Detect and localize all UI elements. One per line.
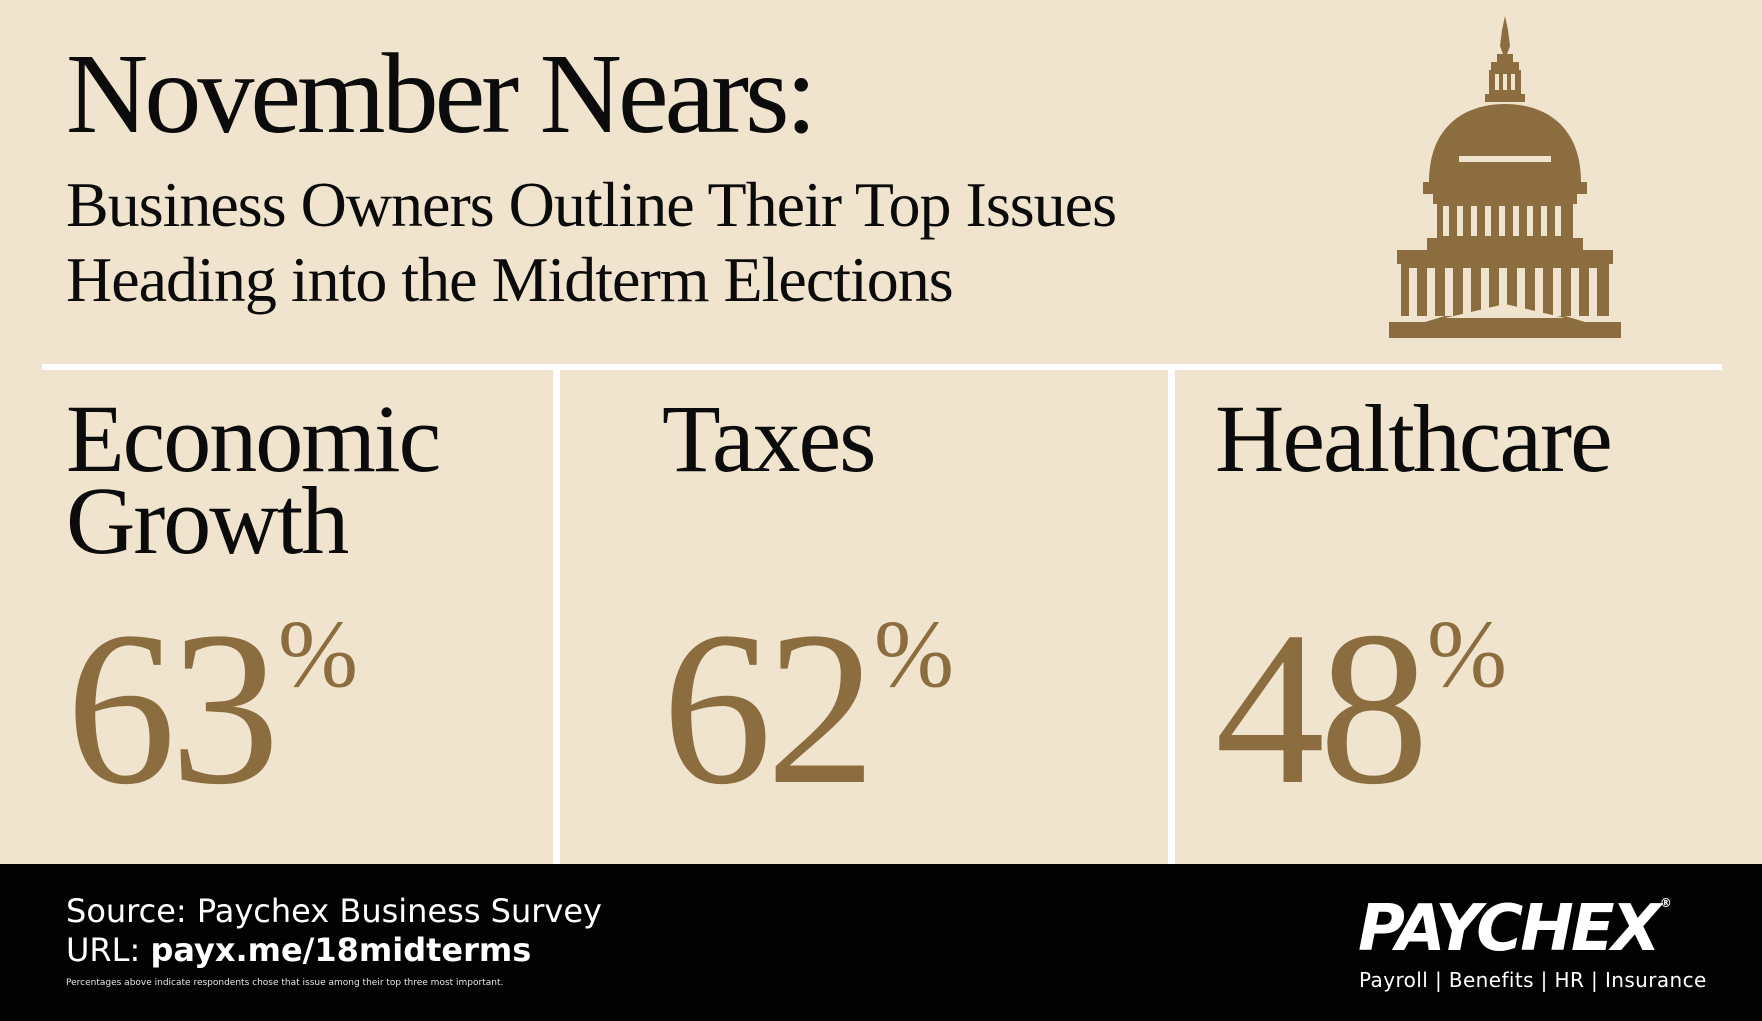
subheadline-line-1: Business Owners Outline Their Top Issues <box>66 168 1117 240</box>
percent-sign: % <box>874 600 954 707</box>
issue-economic-growth: Economic Growth 63% <box>66 385 546 818</box>
url-label: URL: <box>66 931 141 970</box>
issue-percentage: 48% <box>1215 598 1507 818</box>
subheadline: Business Owners Outline Their Top Issues… <box>66 168 1366 318</box>
url-link[interactable]: payx.me/18midterms <box>150 931 532 970</box>
subheadline-line-2: Heading into the Midterm Elections <box>66 243 954 315</box>
issue-healthcare: Healthcare 48% <box>1215 385 1715 818</box>
issue-name: Healthcare <box>1215 385 1715 492</box>
brand-tagline: Payroll | Benefits | HR | Insurance <box>1359 968 1707 992</box>
percentage-value: 63 <box>66 586 280 830</box>
horizontal-divider <box>42 364 1722 370</box>
column-divider-1 <box>553 364 560 864</box>
brand-name: PAYCHEX <box>1358 892 1661 966</box>
capitol-building-icon <box>1389 16 1621 338</box>
issue-percentage: 63% <box>66 598 358 818</box>
footnote: Percentages above indicate respondents c… <box>66 978 504 988</box>
issue-percentage: 62% <box>662 598 954 818</box>
issue-name-line-1: Economic <box>66 385 441 492</box>
header: November Nears: Business Owners Outline … <box>66 30 1366 317</box>
issue-name-line-1: Healthcare <box>1215 385 1613 492</box>
percent-sign: % <box>1427 600 1507 707</box>
issue-name-line-2: Growth <box>66 466 349 574</box>
percent-sign: % <box>278 600 358 707</box>
url-line: URL: payx.me/18midterms <box>66 931 602 970</box>
percentage-value: 62 <box>662 586 876 830</box>
paychex-logo: PAYCHEX ® <box>1358 897 1672 961</box>
headline: November Nears: <box>66 30 817 157</box>
column-divider-2 <box>1168 364 1175 864</box>
issue-name-line-1: Taxes <box>662 385 877 492</box>
footer: Source: Paychex Business Survey URL: pay… <box>0 864 1762 1021</box>
issue-name: Taxes <box>662 385 1142 492</box>
registered-mark: ® <box>1659 896 1672 910</box>
issue-name: Economic Growth <box>66 385 546 574</box>
percentage-value: 48 <box>1215 586 1429 830</box>
source-text: Source: Paychex Business Survey <box>66 892 602 930</box>
source-block: Source: Paychex Business Survey URL: pay… <box>66 892 602 971</box>
issue-taxes: Taxes 62% <box>662 385 1142 818</box>
